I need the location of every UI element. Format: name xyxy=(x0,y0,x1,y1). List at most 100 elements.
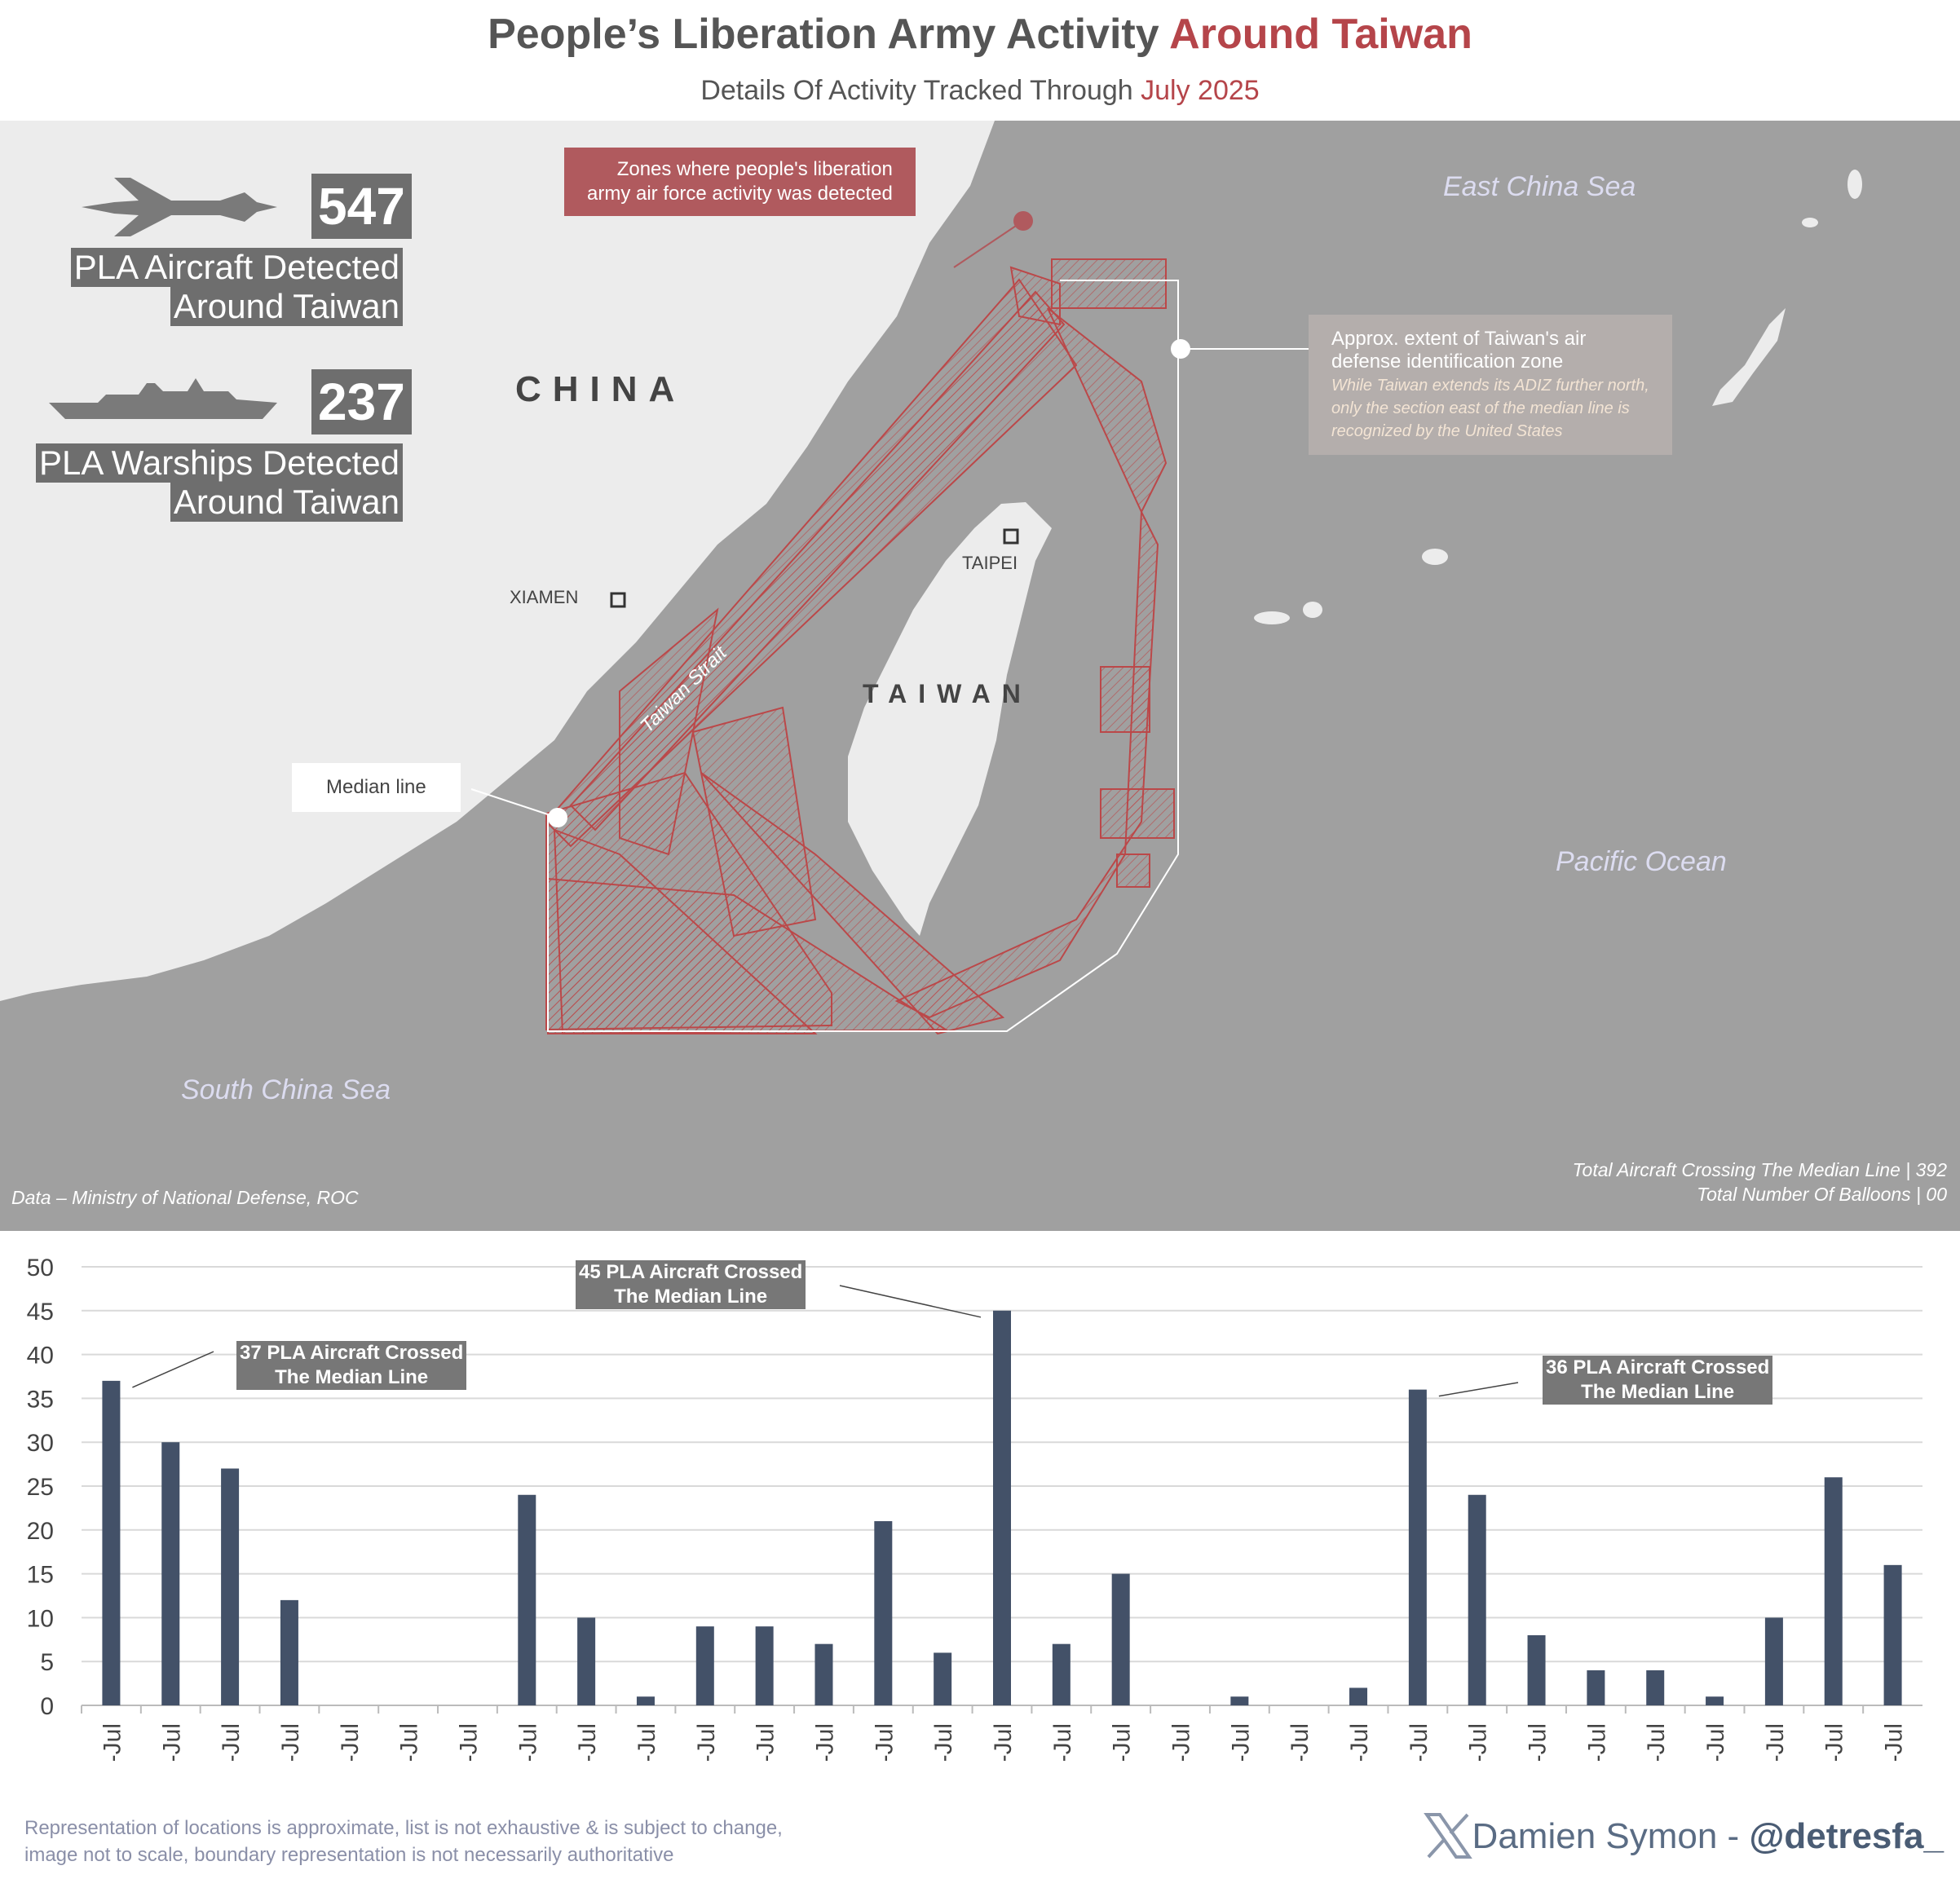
x-tick-label: 24-Jul xyxy=(1465,1723,1492,1761)
author-credit: Damien Symon - @detresfa_ xyxy=(1472,1816,1944,1856)
bar-chart: 0 5 10 15 20 25 30 35 40 45 50 1-Jul 2-Jul 3-Jul 4-Jul… xyxy=(0,1231,1960,1761)
x-tick-label: 6-Jul xyxy=(396,1723,423,1761)
bar xyxy=(102,1380,121,1705)
zones-callout: Zones where people's liberation army air … xyxy=(564,148,916,216)
median-line-marker xyxy=(548,808,567,827)
x-tick-label: 8-Jul xyxy=(514,1723,541,1761)
x-tick-label: 3-Jul xyxy=(218,1723,245,1761)
x-tick-label: 19-Jul xyxy=(1168,1723,1195,1761)
y-tick-label: 35 xyxy=(27,1386,54,1413)
header: People’s Liberation Army Activity Around… xyxy=(0,0,1960,121)
bar xyxy=(1230,1696,1249,1705)
y-tick-label: 30 xyxy=(27,1430,54,1457)
page-subtitle: Details Of Activity Tracked Through July… xyxy=(700,75,1260,106)
bar xyxy=(1646,1669,1665,1705)
y-tick-label: 40 xyxy=(27,1343,54,1370)
x-tick-label: 2-Jul xyxy=(158,1723,185,1761)
bar xyxy=(755,1626,774,1705)
bar xyxy=(1883,1564,1902,1705)
bar xyxy=(1111,1573,1130,1705)
y-tick-label: 10 xyxy=(27,1605,54,1632)
adiz-marker xyxy=(1171,339,1190,359)
taiwan-label: TAIWAN xyxy=(863,679,1032,708)
x-tick-label: 1-Jul xyxy=(99,1723,126,1761)
annotation-leader xyxy=(1438,1382,1519,1397)
activity-zones xyxy=(545,258,1175,1035)
taipei-marker xyxy=(1003,528,1019,545)
fighter-jet-icon xyxy=(82,178,277,236)
x-tick-label: 31-Jul xyxy=(1881,1723,1908,1761)
bar xyxy=(1706,1696,1724,1705)
pacific-ocean-label: Pacific Ocean xyxy=(1556,846,1727,877)
bar xyxy=(993,1310,1011,1705)
x-tick-label: 22-Jul xyxy=(1346,1723,1373,1761)
bar xyxy=(1527,1634,1546,1705)
zones-marker xyxy=(1013,211,1033,231)
aircraft-count: 547 xyxy=(311,174,412,239)
bar xyxy=(1824,1477,1843,1705)
adiz-callout: Approx. extent of Taiwan's air defense id… xyxy=(1309,315,1672,455)
xiamen-label: XIAMEN xyxy=(510,587,579,607)
x-tick-label: 25-Jul xyxy=(1525,1723,1552,1761)
annotation-16: 45 PLA Aircraft Crossed The Median Line xyxy=(576,1260,806,1309)
x-tick-label: 20-Jul xyxy=(1227,1723,1254,1761)
map-totals: Total Aircraft Crossing The Median Line … xyxy=(1572,1159,1947,1205)
adiz-outline xyxy=(547,280,1179,1032)
y-tick-label: 0 xyxy=(40,1693,54,1720)
bar xyxy=(814,1643,833,1705)
x-tick-label: 30-Jul xyxy=(1821,1723,1848,1761)
bar xyxy=(636,1696,655,1705)
map-graphic: Taiwan Strait xyxy=(0,121,1862,1035)
bar xyxy=(280,1599,298,1705)
x-tick-label: 27-Jul xyxy=(1643,1723,1670,1761)
y-tick-label: 20 xyxy=(27,1518,54,1545)
bar xyxy=(1468,1494,1486,1705)
south-china-sea-label: South China Sea xyxy=(181,1074,391,1105)
x-tick-label: 15-Jul xyxy=(930,1723,957,1761)
warships-label: PLA Warships Detected Around Taiwan xyxy=(36,443,403,522)
aircraft-label: PLA Aircraft Detected Around Taiwan xyxy=(70,248,403,326)
annotation-23: 36 PLA Aircraft Crossed The Median Line xyxy=(1543,1356,1773,1405)
bar xyxy=(518,1494,536,1705)
x-tick-label: 23-Jul xyxy=(1406,1723,1432,1761)
east-china-sea-label: East China Sea xyxy=(1443,171,1636,202)
x-tick-label: 5-Jul xyxy=(337,1723,364,1761)
x-tick-label: 7-Jul xyxy=(455,1723,482,1761)
map-panel: Taiwan Strait 547 PLA Aircraft Detected A… xyxy=(0,121,1960,1231)
x-tick-label: 29-Jul xyxy=(1762,1723,1789,1761)
annotation-leader xyxy=(132,1351,214,1388)
bar xyxy=(874,1521,893,1705)
y-tick-label: 45 xyxy=(27,1299,54,1325)
x-tick-label: 11-Jul xyxy=(693,1723,720,1761)
x-tick-label: 17-Jul xyxy=(1049,1723,1076,1761)
bar xyxy=(161,1442,180,1705)
china-landmass xyxy=(0,121,995,1001)
x-tick-label: 16-Jul xyxy=(990,1723,1017,1761)
x-tick-label: 13-Jul xyxy=(811,1723,838,1761)
annotation-leader xyxy=(839,1285,982,1318)
taiwan-landmass xyxy=(848,502,1052,936)
bar xyxy=(1052,1643,1070,1705)
taipei-label: TAIPEI xyxy=(962,553,1018,573)
warship-icon xyxy=(49,378,277,419)
china-label: CHINA xyxy=(515,369,686,409)
bar-chart-svg: 0 5 10 15 20 25 30 35 40 45 50 1-Jul 2-Jul 3-Jul 4-Jul… xyxy=(27,1255,1922,1761)
warships-count: 237 xyxy=(311,369,412,434)
bar xyxy=(1587,1669,1605,1705)
y-tick-label: 15 xyxy=(27,1562,54,1589)
bar xyxy=(934,1652,952,1705)
y-tick-label: 25 xyxy=(27,1474,54,1501)
bar xyxy=(577,1617,596,1705)
x-tick-label: 18-Jul xyxy=(1109,1723,1136,1761)
xiamen-marker xyxy=(610,592,626,608)
x-tick-label: 4-Jul xyxy=(277,1723,304,1761)
x-tick-label: 28-Jul xyxy=(1702,1723,1729,1761)
y-tick-label: 50 xyxy=(27,1255,54,1281)
x-tick-label: 9-Jul xyxy=(574,1723,601,1761)
data-source: Data – Ministry of National Defense, ROC xyxy=(11,1187,359,1208)
bar xyxy=(221,1468,240,1705)
x-tick-label: 12-Jul xyxy=(753,1723,779,1761)
x-tick-label: 26-Jul xyxy=(1583,1723,1610,1761)
x-tick-label: 21-Jul xyxy=(1287,1723,1313,1761)
x-tick-label: 14-Jul xyxy=(871,1723,898,1761)
